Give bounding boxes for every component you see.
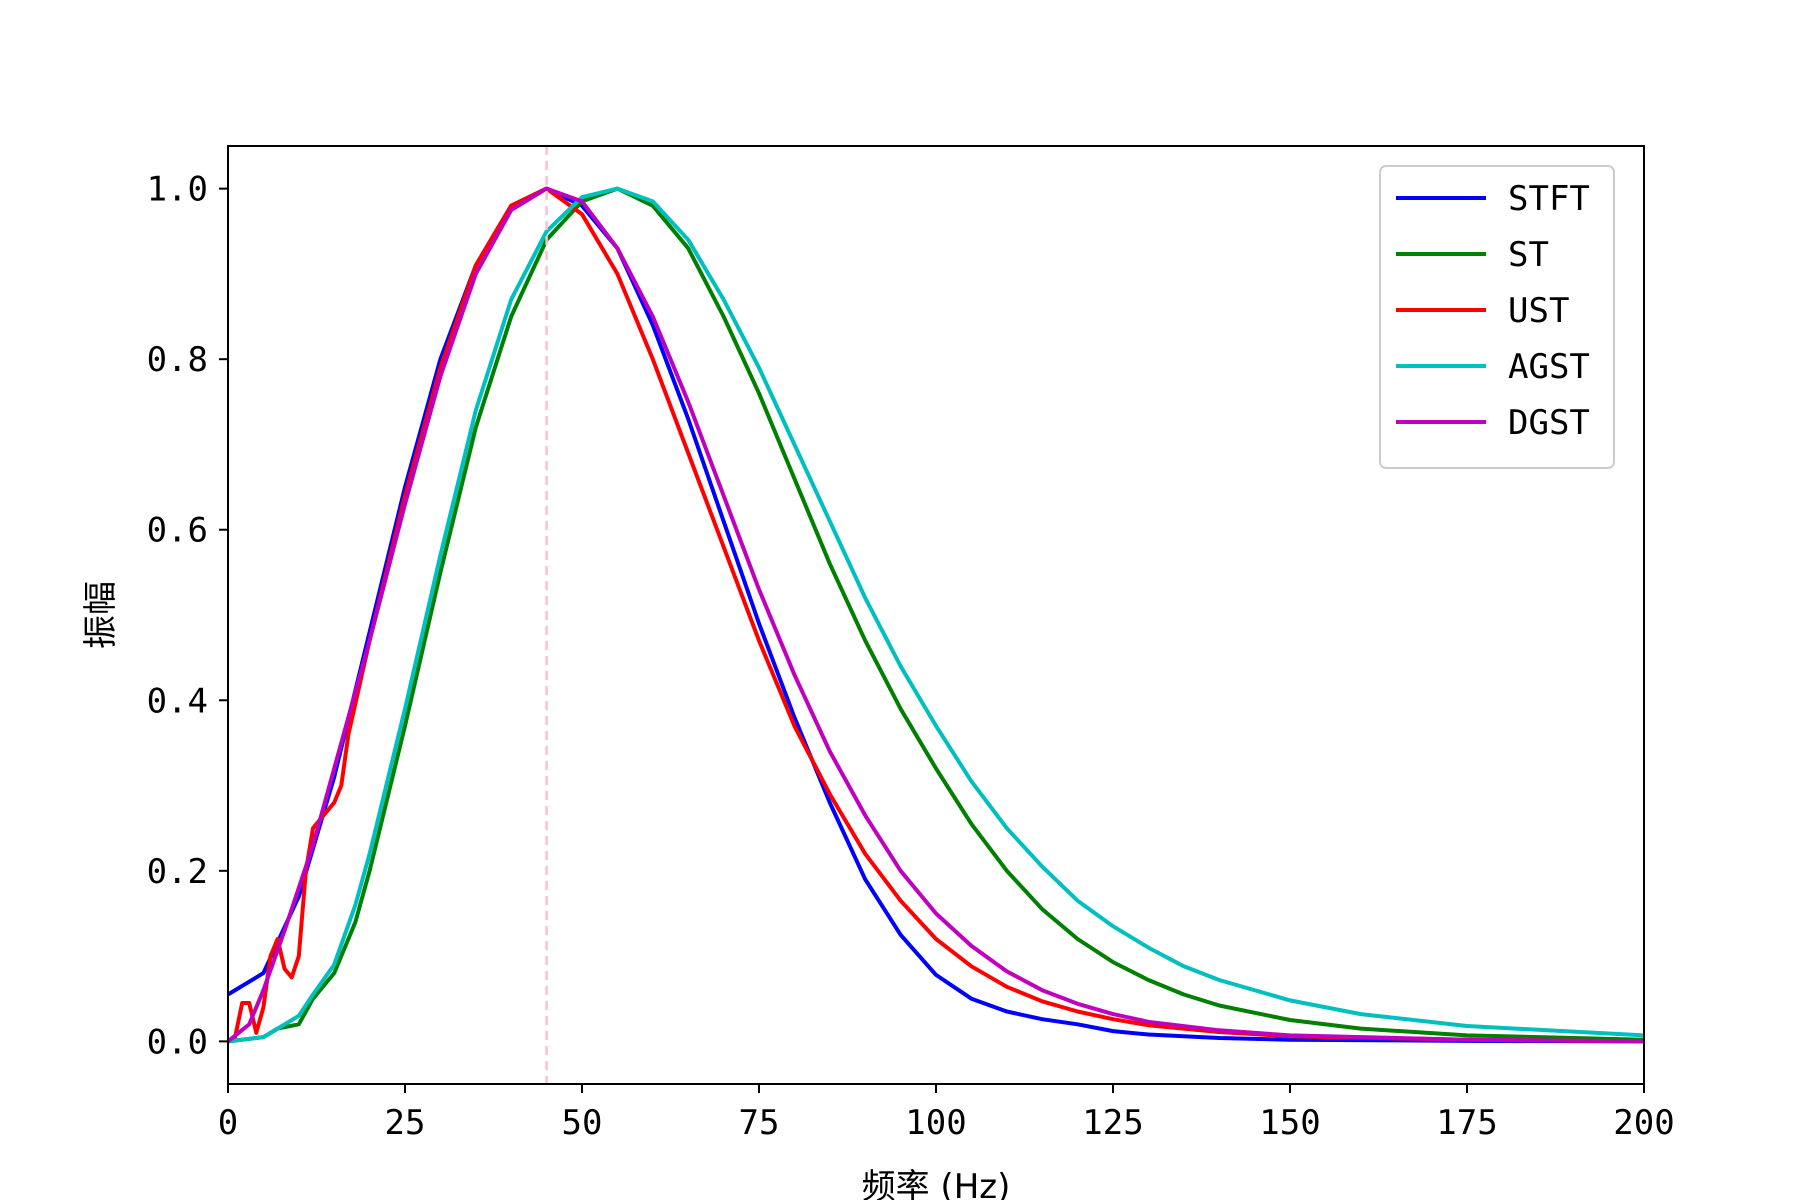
x-tick-label: 75 xyxy=(739,1103,780,1143)
x-tick-label: 0 xyxy=(218,1103,238,1143)
legend-label-dgst: DGST xyxy=(1508,403,1590,443)
x-tick-label: 50 xyxy=(562,1103,603,1143)
y-tick-label: 0.6 xyxy=(147,511,208,551)
series-line-dgst xyxy=(226,186,1645,1044)
series-line-st xyxy=(227,186,1645,1044)
x-tick-label: 125 xyxy=(1082,1103,1143,1143)
y-tick-label: 0.0 xyxy=(147,1022,208,1062)
x-tick-label: 100 xyxy=(905,1103,966,1143)
series-line-agst xyxy=(227,186,1645,1044)
x-axis-ticks: 0 25 50 75 100 125 150 175 200 xyxy=(218,1084,1675,1143)
legend-label-st: ST xyxy=(1508,235,1549,275)
y-tick-label: 1.0 xyxy=(147,170,208,210)
y-tick-label: 0.4 xyxy=(147,681,208,721)
y-tick-label: 0.2 xyxy=(147,852,208,892)
legend-label-agst: AGST xyxy=(1508,347,1590,387)
legend-label-ust: UST xyxy=(1508,291,1569,331)
x-tick-label: 150 xyxy=(1259,1103,1320,1143)
plot-curves xyxy=(226,186,1645,1044)
legend: STFT ST UST AGST DGST xyxy=(1379,165,1615,469)
x-tick-label: 200 xyxy=(1613,1103,1674,1143)
legend-label-stft: STFT xyxy=(1508,179,1590,219)
y-axis-ticks: 0.0 0.2 0.4 0.6 0.8 1.0 xyxy=(147,170,228,1062)
series-line-stft xyxy=(226,186,1645,1044)
y-tick-label: 0.8 xyxy=(147,340,208,380)
x-tick-label: 25 xyxy=(385,1103,426,1143)
x-tick-label: 175 xyxy=(1436,1103,1497,1143)
x-axis-title: 频率 (Hz) xyxy=(862,1167,1011,1200)
legend-box xyxy=(1379,165,1615,469)
y-axis-title: 振幅 xyxy=(81,581,121,649)
